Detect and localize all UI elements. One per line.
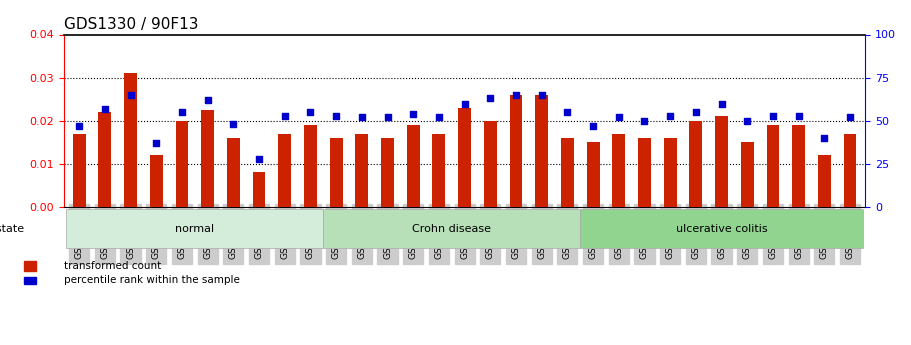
Point xyxy=(175,109,189,115)
Bar xyxy=(381,138,394,207)
Bar xyxy=(201,110,214,207)
Point xyxy=(689,109,703,115)
Bar xyxy=(741,142,753,207)
Point xyxy=(303,109,318,115)
Bar xyxy=(176,121,189,207)
Point xyxy=(457,101,472,106)
Bar xyxy=(227,138,240,207)
Point xyxy=(329,113,343,118)
Bar xyxy=(407,125,420,207)
Point xyxy=(740,118,754,124)
Point xyxy=(714,101,729,106)
Text: Crohn disease: Crohn disease xyxy=(413,224,491,234)
Bar xyxy=(149,155,163,207)
Point xyxy=(843,115,857,120)
Point xyxy=(817,135,832,141)
Text: disease state: disease state xyxy=(0,224,24,234)
Point xyxy=(483,96,497,101)
Bar xyxy=(844,134,856,207)
Text: normal: normal xyxy=(175,224,214,234)
Bar xyxy=(766,125,780,207)
Bar xyxy=(509,95,522,207)
FancyBboxPatch shape xyxy=(67,209,323,248)
Point xyxy=(251,156,266,161)
Point xyxy=(586,123,600,129)
Point xyxy=(765,113,780,118)
Text: transformed count: transformed count xyxy=(64,261,161,271)
Text: ulcerative colitis: ulcerative colitis xyxy=(676,224,767,234)
Point xyxy=(354,115,369,120)
Point xyxy=(97,106,112,111)
Point xyxy=(149,140,164,146)
Point xyxy=(200,97,215,103)
Bar xyxy=(793,125,805,207)
Bar xyxy=(252,172,265,207)
Bar xyxy=(73,134,86,207)
Bar xyxy=(715,117,728,207)
Bar xyxy=(690,121,702,207)
Text: percentile rank within the sample: percentile rank within the sample xyxy=(64,275,240,285)
Point xyxy=(611,115,626,120)
Bar xyxy=(279,134,292,207)
Point xyxy=(278,113,292,118)
Point xyxy=(508,92,523,98)
Text: GDS1330 / 90F13: GDS1330 / 90F13 xyxy=(64,17,199,32)
Point xyxy=(560,109,575,115)
Point xyxy=(535,92,549,98)
Bar xyxy=(124,73,137,207)
Bar xyxy=(664,138,677,207)
Bar xyxy=(304,125,317,207)
Bar xyxy=(98,112,111,207)
Point xyxy=(663,113,678,118)
Bar xyxy=(612,134,625,207)
Bar xyxy=(638,138,650,207)
Point xyxy=(406,111,421,117)
Bar xyxy=(818,155,831,207)
Point xyxy=(72,123,87,129)
Point xyxy=(637,118,651,124)
Bar xyxy=(484,121,496,207)
Point xyxy=(432,115,446,120)
Bar xyxy=(561,138,574,207)
Bar xyxy=(433,134,445,207)
Point xyxy=(226,121,241,127)
Bar xyxy=(24,277,36,284)
Point xyxy=(123,92,138,98)
Bar xyxy=(587,142,599,207)
Bar xyxy=(355,134,368,207)
Bar xyxy=(458,108,471,207)
Point xyxy=(380,115,394,120)
Bar xyxy=(330,138,343,207)
Point xyxy=(792,113,806,118)
FancyBboxPatch shape xyxy=(323,209,580,248)
Bar xyxy=(24,261,36,271)
FancyBboxPatch shape xyxy=(580,209,863,248)
Bar xyxy=(536,95,548,207)
